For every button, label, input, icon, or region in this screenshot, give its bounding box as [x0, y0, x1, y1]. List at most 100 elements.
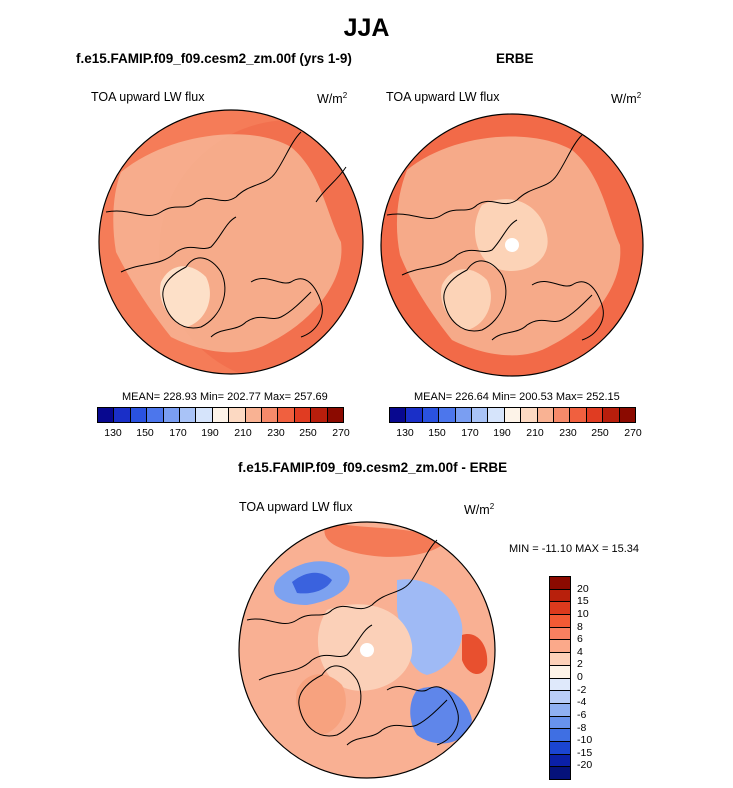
- colorbar-tick-label: 270: [332, 427, 350, 439]
- erbe-field-label: TOA upward LW flux: [386, 90, 500, 104]
- colorbar-cell: [619, 408, 636, 422]
- colorbar-cell: [455, 408, 473, 422]
- colorbar-cell: [229, 408, 246, 422]
- colorbar-cell: [98, 408, 115, 422]
- colorbar-cell: [550, 577, 570, 590]
- erbe-units-label: W/m2: [611, 91, 642, 107]
- colorbar-cell: [180, 408, 197, 422]
- colorbar-cell: [196, 408, 213, 422]
- colorbar-cell: [537, 408, 555, 422]
- erbe-stats: MEAN= 226.64 Min= 200.53 Max= 252.15: [414, 391, 620, 403]
- diff-warm-east: [462, 634, 488, 675]
- diff-cold-atlantic: [410, 686, 472, 744]
- colorbar-tick-label: 15: [577, 595, 589, 608]
- colorbar-cell: [390, 408, 407, 422]
- colorbar-tick-label: -10: [577, 734, 593, 747]
- colorbar-cell: [327, 408, 344, 422]
- erbe-colorbar: [389, 407, 636, 423]
- colorbar-tick-label: 230: [559, 427, 577, 439]
- colorbar-cell: [163, 408, 181, 422]
- colorbar-cell: [550, 678, 570, 692]
- colorbar-cell: [550, 716, 570, 730]
- erbe-polar-map: [380, 113, 644, 377]
- colorbar-tick-label: 8: [577, 620, 583, 633]
- colorbar-cell: [278, 408, 295, 422]
- colorbar-cell: [504, 408, 522, 422]
- model-units-label: W/m2: [317, 91, 348, 107]
- colorbar-tick-label: 190: [493, 427, 511, 439]
- colorbar-tick-label: -6: [577, 708, 587, 721]
- colorbar-tick-label: -2: [577, 683, 587, 696]
- colorbar-tick-label: 6: [577, 633, 583, 646]
- colorbar-cell: [439, 408, 456, 422]
- colorbar-tick-label: 130: [104, 427, 122, 439]
- colorbar-cell: [212, 408, 230, 422]
- colorbar-tick-label: 210: [526, 427, 544, 439]
- diff-greenland: [296, 674, 346, 735]
- colorbar-cell: [550, 741, 570, 755]
- colorbar-cell: [550, 615, 570, 628]
- diff-cold-siberia-core: [292, 572, 332, 594]
- model-polar-map: [98, 109, 364, 375]
- colorbar-cell: [554, 408, 571, 422]
- diff-pole-hole: [360, 643, 374, 657]
- colorbar-cell: [603, 408, 620, 422]
- colorbar-tick-label: 4: [577, 645, 583, 658]
- colorbar-tick-label: 2: [577, 658, 583, 671]
- colorbar-tick-label: 0: [577, 671, 583, 683]
- colorbar-cell: [550, 602, 570, 616]
- erbe-greenland: [441, 269, 491, 330]
- erbe-panel-title: ERBE: [496, 51, 534, 66]
- colorbar-tick-label: 190: [201, 427, 219, 439]
- colorbar-cell: [311, 408, 328, 422]
- diff-colorbar: [549, 576, 571, 780]
- diff-polar-map: [238, 521, 496, 779]
- diff-cold-canada: [397, 579, 463, 675]
- colorbar-cell: [114, 408, 131, 422]
- model-greenland: [160, 266, 210, 327]
- colorbar-cell: [406, 408, 423, 422]
- colorbar-cell: [294, 408, 312, 422]
- colorbar-cell: [245, 408, 263, 422]
- colorbar-cell: [550, 729, 570, 742]
- colorbar-cell: [550, 653, 570, 666]
- colorbar-cell: [550, 767, 570, 779]
- erbe-arctic-center: [474, 199, 548, 271]
- colorbar-cell: [550, 754, 570, 768]
- colorbar-tick-label: 130: [396, 427, 414, 439]
- diff-stats: MIN = -11.10 MAX = 15.34: [509, 543, 640, 555]
- colorbar-cell: [550, 589, 570, 603]
- colorbar-tick-label: 150: [136, 427, 154, 439]
- erbe-pole-hole: [505, 238, 519, 252]
- colorbar-tick-label: 170: [461, 427, 479, 439]
- colorbar-cell: [488, 408, 505, 422]
- colorbar-cell: [550, 627, 570, 641]
- model-panel-title: f.e15.FAMIP.f09_f09.cesm2_zm.00f (yrs 1-…: [76, 51, 352, 66]
- colorbar-cell: [586, 408, 604, 422]
- colorbar-tick-label: 250: [299, 427, 317, 439]
- colorbar-tick-label: 210: [234, 427, 252, 439]
- page-title: JJA: [343, 14, 390, 42]
- diff-panel-title: f.e15.FAMIP.f09_f09.cesm2_zm.00f - ERBE: [238, 460, 508, 475]
- model-stats: MEAN= 228.93 Min= 202.77 Max= 257.69: [122, 391, 328, 403]
- colorbar-tick-label: -4: [577, 696, 587, 709]
- colorbar-cell: [262, 408, 279, 422]
- colorbar-tick-label: 170: [169, 427, 187, 439]
- colorbar-cell: [147, 408, 164, 422]
- colorbar-tick-label: 10: [577, 607, 589, 620]
- colorbar-tick-label: -20: [577, 759, 593, 772]
- colorbar-tick-label: -15: [577, 746, 593, 759]
- colorbar-tick-label: 230: [267, 427, 285, 439]
- colorbar-cell: [130, 408, 148, 422]
- diff-field-label: TOA upward LW flux: [239, 500, 353, 514]
- colorbar-cell: [521, 408, 538, 422]
- colorbar-cell: [550, 640, 570, 654]
- colorbar-tick-label: 270: [624, 427, 642, 439]
- colorbar-cell: [550, 665, 570, 679]
- colorbar-cell: [570, 408, 587, 422]
- model-field-label: TOA upward LW flux: [91, 90, 205, 104]
- diff-units-label: W/m2: [464, 502, 495, 518]
- model-colorbar: [97, 407, 344, 423]
- colorbar-cell: [472, 408, 489, 422]
- colorbar-tick-label: 250: [591, 427, 609, 439]
